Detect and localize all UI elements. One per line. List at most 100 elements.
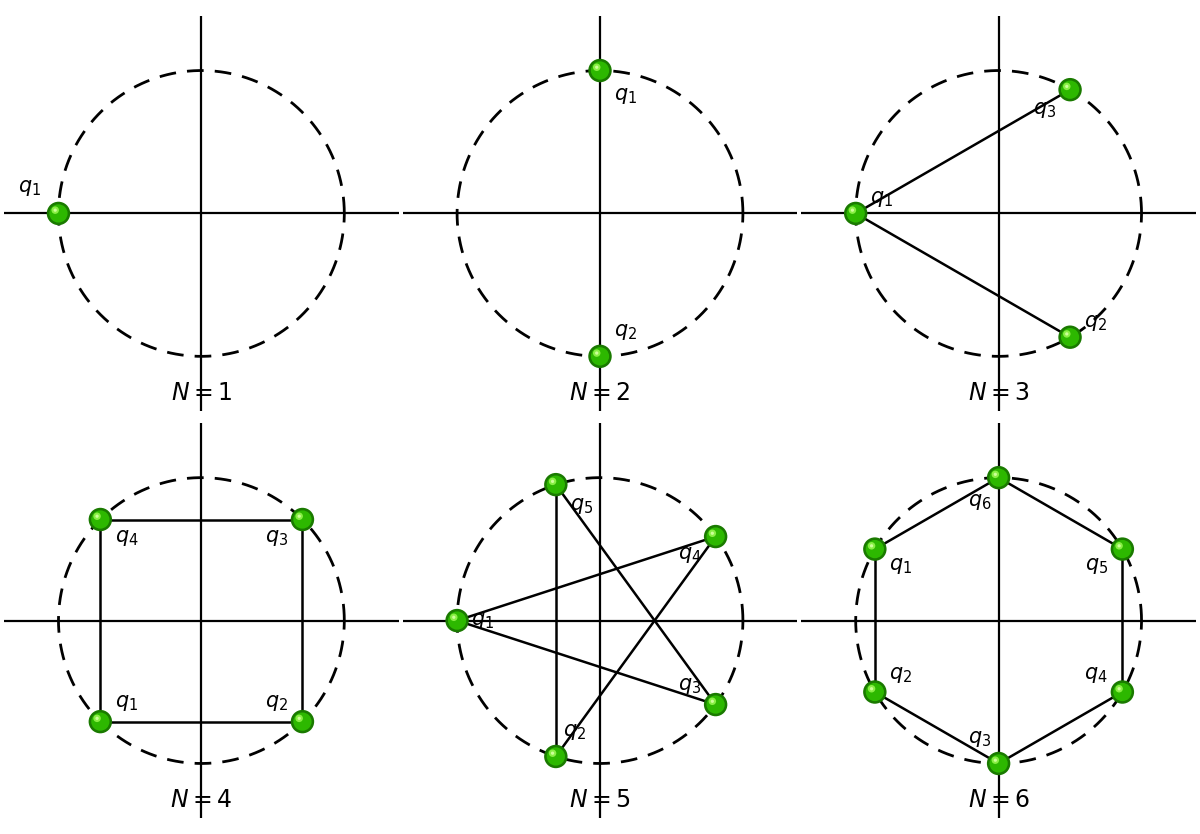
Circle shape <box>548 750 557 757</box>
Circle shape <box>868 685 875 692</box>
Circle shape <box>707 527 725 545</box>
Circle shape <box>593 349 600 357</box>
Circle shape <box>1114 540 1132 558</box>
Text: $q_{1}$: $q_{1}$ <box>614 86 637 106</box>
Circle shape <box>94 512 101 520</box>
Circle shape <box>290 710 314 733</box>
Circle shape <box>293 712 312 731</box>
Circle shape <box>865 540 884 558</box>
Circle shape <box>863 537 887 560</box>
Circle shape <box>1111 681 1134 704</box>
Circle shape <box>865 683 884 701</box>
Circle shape <box>708 530 716 537</box>
Text: $q_{1}$: $q_{1}$ <box>889 556 912 576</box>
Circle shape <box>544 745 568 768</box>
Circle shape <box>1115 542 1123 550</box>
Circle shape <box>91 712 109 731</box>
Circle shape <box>868 542 875 550</box>
Text: $q_{2}$: $q_{2}$ <box>889 665 912 685</box>
Circle shape <box>47 202 70 225</box>
Text: $q_{6}$: $q_{6}$ <box>968 492 991 512</box>
Circle shape <box>588 59 612 83</box>
Circle shape <box>96 515 98 518</box>
Circle shape <box>590 347 610 365</box>
Circle shape <box>870 687 874 691</box>
Circle shape <box>54 208 56 212</box>
Circle shape <box>547 747 565 766</box>
Circle shape <box>450 614 457 621</box>
Circle shape <box>551 480 554 483</box>
Circle shape <box>990 469 1008 487</box>
Text: $q_{1}$: $q_{1}$ <box>472 610 494 631</box>
Circle shape <box>994 473 997 476</box>
Text: $q_{1}$: $q_{1}$ <box>18 178 41 198</box>
Circle shape <box>1066 85 1068 88</box>
Circle shape <box>290 508 314 531</box>
Circle shape <box>1111 537 1134 560</box>
Text: $q_{3}$: $q_{3}$ <box>265 528 288 548</box>
Circle shape <box>1058 78 1081 102</box>
Circle shape <box>1063 330 1070 338</box>
Circle shape <box>851 208 854 212</box>
Circle shape <box>704 693 727 716</box>
Circle shape <box>708 697 716 705</box>
Text: $N=5$: $N=5$ <box>569 789 631 812</box>
Text: $q_{1}$: $q_{1}$ <box>115 693 138 713</box>
Text: $N=3$: $N=3$ <box>967 382 1030 405</box>
Circle shape <box>548 478 557 485</box>
Circle shape <box>298 515 301 518</box>
Circle shape <box>295 715 302 722</box>
Circle shape <box>445 609 469 632</box>
Circle shape <box>89 710 112 733</box>
Text: $q_{3}$: $q_{3}$ <box>678 676 701 696</box>
Circle shape <box>452 615 456 619</box>
Circle shape <box>1061 328 1079 346</box>
Circle shape <box>91 510 109 529</box>
Circle shape <box>295 512 302 520</box>
Circle shape <box>1114 683 1132 701</box>
Circle shape <box>49 204 67 223</box>
Circle shape <box>94 715 101 722</box>
Text: $q_{1}$: $q_{1}$ <box>870 189 893 209</box>
Circle shape <box>595 351 599 354</box>
Circle shape <box>1066 332 1068 335</box>
Circle shape <box>52 206 59 214</box>
Circle shape <box>846 204 865 223</box>
Circle shape <box>551 751 554 755</box>
Circle shape <box>588 344 612 368</box>
Circle shape <box>986 466 1010 490</box>
Circle shape <box>448 611 467 630</box>
Circle shape <box>704 525 727 548</box>
Circle shape <box>991 756 1000 764</box>
Circle shape <box>590 62 610 80</box>
Circle shape <box>986 751 1010 775</box>
Circle shape <box>1117 544 1121 547</box>
Text: $q_{4}$: $q_{4}$ <box>115 528 138 548</box>
Text: $N=6$: $N=6$ <box>967 789 1030 812</box>
Circle shape <box>1063 83 1070 90</box>
Text: $q_{4}$: $q_{4}$ <box>678 545 701 565</box>
Circle shape <box>96 716 98 720</box>
Circle shape <box>1117 687 1121 691</box>
Circle shape <box>547 475 565 494</box>
Text: $N=1$: $N=1$ <box>170 382 232 405</box>
Circle shape <box>863 681 887 704</box>
Text: $q_{4}$: $q_{4}$ <box>1085 665 1108 685</box>
Text: $q_{3}$: $q_{3}$ <box>968 729 991 749</box>
Text: $q_{2}$: $q_{2}$ <box>614 322 637 342</box>
Circle shape <box>710 700 714 703</box>
Circle shape <box>593 63 600 71</box>
Text: $q_{5}$: $q_{5}$ <box>570 496 593 516</box>
Circle shape <box>544 473 568 496</box>
Circle shape <box>298 716 301 720</box>
Circle shape <box>848 206 856 214</box>
Circle shape <box>595 66 599 69</box>
Circle shape <box>1061 81 1079 98</box>
Text: $q_{3}$: $q_{3}$ <box>1032 100 1056 120</box>
Circle shape <box>89 508 112 531</box>
Text: $q_{2}$: $q_{2}$ <box>1085 313 1108 333</box>
Text: $q_{2}$: $q_{2}$ <box>563 722 586 742</box>
Circle shape <box>991 470 1000 478</box>
Circle shape <box>994 759 997 761</box>
Circle shape <box>707 696 725 714</box>
